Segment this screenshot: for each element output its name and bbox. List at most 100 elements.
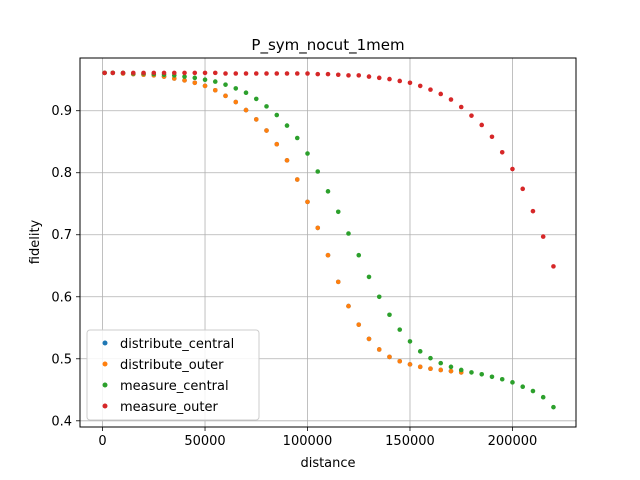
data-point xyxy=(305,151,310,156)
data-point xyxy=(458,104,464,110)
data-point xyxy=(510,166,515,172)
data-point xyxy=(223,71,228,76)
data-point xyxy=(366,274,372,280)
x-axis-label: distance xyxy=(300,456,355,471)
data-point xyxy=(438,367,444,373)
data-point xyxy=(448,368,454,374)
data-point xyxy=(448,97,454,102)
data-point xyxy=(325,189,331,194)
legend-marker xyxy=(102,340,108,346)
x-axis-ticks: 0 50000 100000 150000 200000 xyxy=(98,427,537,449)
data-point xyxy=(243,71,249,76)
data-point xyxy=(284,71,290,76)
data-point xyxy=(428,366,433,372)
data-point xyxy=(417,349,423,354)
data-point xyxy=(387,76,392,82)
y-tick-label: 0.6 xyxy=(51,290,72,305)
data-point xyxy=(233,99,239,105)
data-point xyxy=(161,70,167,76)
data-point xyxy=(182,78,187,83)
y-tick-label: 0.8 xyxy=(51,166,72,181)
data-point xyxy=(346,231,351,236)
data-point xyxy=(315,225,321,231)
data-point xyxy=(366,336,372,342)
data-point xyxy=(540,394,546,400)
data-point xyxy=(284,158,290,163)
data-points xyxy=(102,70,556,410)
data-point xyxy=(264,71,269,76)
data-point xyxy=(233,71,239,76)
data-point xyxy=(356,252,362,258)
series-measure_outer xyxy=(102,70,556,269)
y-axis-ticks: 0.4 0.5 0.6 0.7 0.8 0.9 xyxy=(51,104,80,429)
data-point xyxy=(325,71,331,77)
data-point xyxy=(335,72,341,78)
data-point xyxy=(315,169,321,174)
data-point xyxy=(530,388,536,394)
plot-frame xyxy=(79,57,577,428)
data-point xyxy=(151,70,157,76)
data-point xyxy=(223,93,228,99)
data-point xyxy=(274,112,280,118)
data-point xyxy=(284,123,290,128)
data-point xyxy=(438,91,444,97)
data-point xyxy=(212,87,218,93)
data-point xyxy=(233,86,239,91)
data-point xyxy=(356,322,362,327)
data-point xyxy=(499,376,505,382)
data-point xyxy=(223,82,228,87)
data-point xyxy=(243,90,249,96)
data-point xyxy=(520,384,526,389)
legend-marker xyxy=(102,382,108,388)
data-point xyxy=(397,78,403,84)
data-point xyxy=(264,128,269,133)
data-point xyxy=(428,355,433,361)
data-point xyxy=(376,75,382,81)
data-point xyxy=(346,303,351,309)
data-point xyxy=(294,177,300,182)
data-point xyxy=(253,117,259,122)
data-point xyxy=(407,80,413,86)
data-point xyxy=(274,141,280,147)
data-point xyxy=(417,364,423,370)
chart-title: P_sym_nocut_1mem xyxy=(251,36,404,55)
data-point xyxy=(397,327,403,332)
data-point xyxy=(182,74,187,79)
data-point xyxy=(417,83,423,89)
legend-label: distribute_outer xyxy=(120,358,224,373)
data-point xyxy=(407,362,413,367)
y-tick-label: 0.5 xyxy=(51,352,72,367)
data-point xyxy=(171,70,177,76)
data-point xyxy=(192,75,198,81)
data-point xyxy=(264,104,269,109)
y-tick-label: 0.7 xyxy=(51,228,72,243)
data-point xyxy=(253,71,259,76)
data-point xyxy=(102,70,107,76)
data-point xyxy=(366,74,372,79)
data-point xyxy=(469,370,474,375)
data-point xyxy=(479,371,485,377)
data-point xyxy=(489,134,495,140)
data-point xyxy=(335,279,341,285)
data-point xyxy=(346,73,351,78)
data-point xyxy=(551,264,556,269)
data-point xyxy=(448,364,454,370)
data-point xyxy=(376,294,382,300)
y-tick-label: 0.4 xyxy=(51,414,72,429)
series-distribute_central xyxy=(102,70,464,375)
data-point xyxy=(212,70,218,76)
legend-box xyxy=(86,329,260,421)
x-tick-label: 150000 xyxy=(385,434,435,449)
data-point xyxy=(438,360,444,366)
legend-marker xyxy=(102,403,108,409)
data-point xyxy=(274,71,280,76)
x-tick-label: 200000 xyxy=(488,434,538,449)
data-point xyxy=(202,70,208,76)
series-distribute_outer xyxy=(102,70,464,375)
data-point xyxy=(305,199,310,205)
data-point xyxy=(356,73,362,78)
data-point xyxy=(305,71,310,76)
data-point xyxy=(130,70,136,76)
data-point xyxy=(458,367,464,373)
